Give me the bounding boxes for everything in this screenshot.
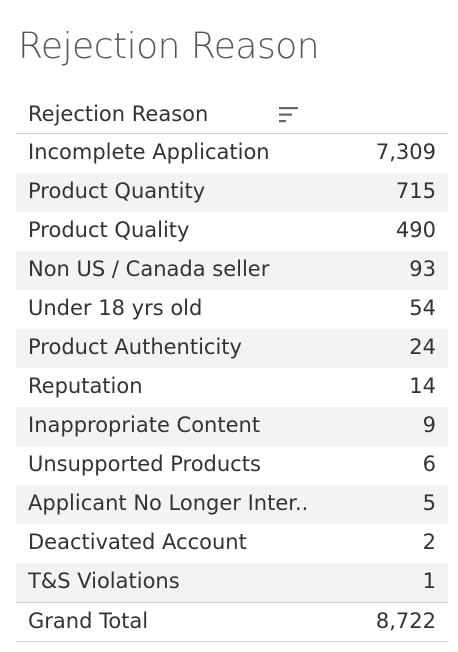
table-row[interactable]: Inappropriate Content 9 — [16, 407, 448, 446]
row-label: Inappropriate Content — [28, 413, 261, 437]
table-row[interactable]: Product Authenticity 24 — [16, 329, 448, 368]
table-row[interactable]: Product Quality 490 — [16, 212, 448, 251]
row-value: 9 — [422, 413, 436, 437]
row-label: Under 18 yrs old — [28, 296, 203, 320]
row-value: 6 — [422, 452, 436, 476]
row-label: Product Quantity — [28, 179, 206, 203]
column-header-rejection-reason[interactable]: Rejection Reason — [28, 102, 209, 126]
row-label: Unsupported Products — [28, 452, 261, 476]
row-label: Reputation — [28, 374, 143, 398]
table-row[interactable]: Applicant No Longer Inter.. 5 — [16, 485, 448, 524]
table-row[interactable]: Non US / Canada seller 93 — [16, 251, 448, 290]
grand-total-row[interactable]: Grand Total 8,722 — [16, 602, 448, 642]
row-value: 7,309 — [375, 140, 436, 164]
row-label: Non US / Canada seller — [28, 257, 270, 281]
row-value: 54 — [409, 296, 436, 320]
table-header: Rejection Reason — [16, 96, 448, 134]
rejection-reason-table: Rejection Reason Incomplete Application … — [16, 96, 448, 642]
table-row[interactable]: Product Quantity 715 — [16, 173, 448, 212]
grand-total-label: Grand Total — [28, 609, 149, 633]
table-row[interactable]: Incomplete Application 7,309 — [16, 134, 448, 173]
row-value: 5 — [422, 491, 436, 515]
row-label: Applicant No Longer Inter.. — [28, 491, 309, 515]
table-row[interactable]: T&S Violations 1 — [16, 563, 448, 602]
table-row[interactable]: Under 18 yrs old 54 — [16, 290, 448, 329]
row-value: 2 — [422, 530, 436, 554]
grand-total-value: 8,722 — [375, 609, 436, 633]
row-value: 24 — [409, 335, 436, 359]
row-label: T&S Violations — [28, 569, 180, 593]
sort-descending-icon[interactable] — [278, 105, 300, 125]
table-row[interactable]: Reputation 14 — [16, 368, 448, 407]
table-row[interactable]: Unsupported Products 6 — [16, 446, 448, 485]
page-title: Rejection Reason — [18, 26, 320, 67]
row-label: Incomplete Application — [28, 140, 270, 164]
row-value: 490 — [395, 218, 436, 242]
row-value: 715 — [395, 179, 436, 203]
row-label: Product Quality — [28, 218, 190, 242]
row-value: 1 — [422, 569, 436, 593]
table-row[interactable]: Deactivated Account 2 — [16, 524, 448, 563]
row-label: Product Authenticity — [28, 335, 242, 359]
row-value: 93 — [409, 257, 436, 281]
row-label: Deactivated Account — [28, 530, 247, 554]
row-value: 14 — [409, 374, 436, 398]
